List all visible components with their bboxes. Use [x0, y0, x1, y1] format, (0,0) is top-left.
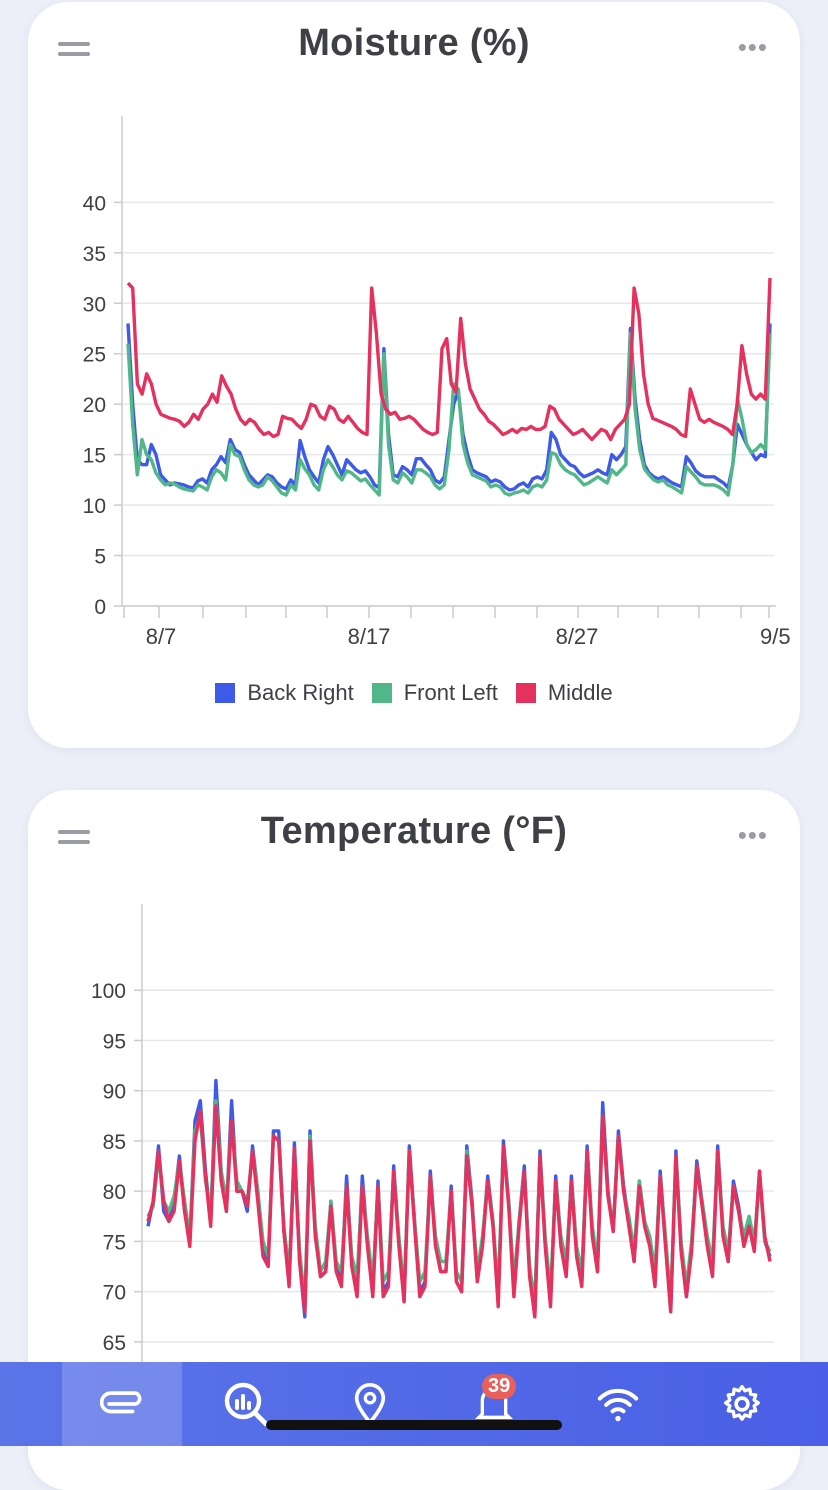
home-indicator [266, 1420, 562, 1430]
y-tick-label: 95 [103, 1030, 126, 1053]
moisture-chart: 0 5 10 15 20 25 30 35 40 8/7 8/17 8/27 9/5 [83, 116, 791, 649]
more-options-button[interactable]: ••• [737, 32, 768, 62]
legend-swatch-front-left [371, 683, 392, 703]
tab-analytics[interactable] [186, 1362, 306, 1446]
y-tick-label: 0 [94, 596, 106, 619]
legend-item-front-left[interactable]: Front Left [371, 680, 498, 706]
wifi-icon [597, 1388, 639, 1422]
tab-alerts[interactable]: 39 [434, 1362, 554, 1446]
gear-icon [724, 1384, 760, 1421]
y-tick-label: 65 [103, 1332, 126, 1355]
temperature-chart: 65 70 75 80 85 90 95 100 [91, 904, 774, 1362]
series-line-front-left [126, 331, 772, 497]
moisture-card: Moisture (%) ••• 0 5 10 15 20 25 30 35 40 8/7 8/17… [28, 2, 800, 748]
more-options-button[interactable]: ••• [737, 820, 768, 850]
alerts-count-badge: 39 [482, 1374, 517, 1399]
series-line-middle [126, 277, 772, 442]
y-tick-label: 75 [103, 1231, 126, 1254]
legend-label-middle: Middle [547, 680, 613, 705]
y-tick-label: 40 [83, 192, 106, 215]
y-tick-label: 100 [91, 980, 126, 1003]
drag-handle-icon[interactable] [58, 42, 90, 56]
y-tick-label: 35 [83, 243, 106, 266]
analytics-search-icon [224, 1382, 269, 1427]
y-tick-label: 70 [103, 1282, 126, 1305]
legend-item-back-right[interactable]: Back Right [215, 680, 354, 706]
drag-handle-icon[interactable] [58, 830, 90, 844]
series-line-middle [146, 1104, 772, 1319]
y-tick-label: 5 [94, 546, 106, 569]
y-tick-label: 80 [103, 1181, 126, 1204]
y-tick-label: 85 [103, 1131, 126, 1154]
temperature-card-title: Temperature (°F) [260, 810, 568, 852]
legend-label-back-right: Back Right [247, 680, 354, 705]
tab-sensors[interactable] [558, 1362, 678, 1446]
tab-settings[interactable] [682, 1362, 802, 1446]
y-tick-label: 20 [83, 394, 106, 417]
moisture-legend: Back Right Front Left Middle [28, 680, 800, 706]
x-tick-label: 9/5 [760, 624, 791, 649]
tab-map[interactable] [310, 1362, 430, 1446]
bottom-tab-bar: 39 [0, 1362, 828, 1446]
y-tick-label: 25 [83, 344, 106, 367]
x-tick-label: 8/27 [556, 624, 599, 649]
y-tick-label: 30 [83, 293, 106, 316]
x-tick-label: 8/17 [348, 624, 391, 649]
location-pin-icon [354, 1383, 386, 1426]
y-tick-label: 10 [83, 495, 106, 518]
y-tick-label: 90 [103, 1081, 126, 1104]
legend-swatch-back-right [215, 683, 236, 703]
x-tick-label: 8/7 [146, 624, 177, 649]
tab-notes[interactable] [62, 1362, 182, 1446]
paperclip-icon [100, 1391, 142, 1414]
legend-swatch-middle [515, 683, 536, 703]
y-tick-label: 15 [83, 445, 106, 468]
legend-label-front-left: Front Left [403, 680, 498, 705]
moisture-card-title: Moisture (%) [298, 22, 530, 64]
legend-item-middle[interactable]: Middle [515, 680, 613, 706]
